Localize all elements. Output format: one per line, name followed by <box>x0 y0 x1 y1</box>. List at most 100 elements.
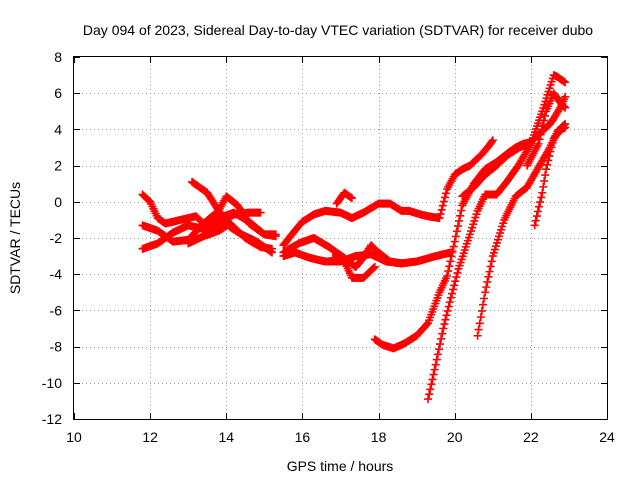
data-point <box>449 285 458 294</box>
y-tick-label: -12 <box>42 411 62 427</box>
x-tick-label: 22 <box>523 429 539 445</box>
data-point <box>397 259 406 268</box>
plot-frame <box>73 56 608 420</box>
data-point <box>449 242 458 251</box>
series-arc-9 <box>328 253 379 282</box>
data-point <box>538 188 547 197</box>
y-tick-label: -8 <box>50 339 63 355</box>
data-point <box>428 375 437 384</box>
y-tick-label: -4 <box>50 266 63 282</box>
grid <box>74 57 607 419</box>
data-point <box>439 324 448 333</box>
y-tick-label: 0 <box>54 194 62 210</box>
y-tick-label: 8 <box>54 49 62 65</box>
data-point <box>453 268 462 277</box>
data-point <box>426 385 435 394</box>
x-tick-label: 14 <box>218 429 234 445</box>
data-point <box>451 232 460 241</box>
data-point <box>477 306 486 315</box>
data-point <box>440 320 449 329</box>
data-point <box>271 230 280 239</box>
data-point <box>538 121 547 130</box>
y-axis-title: SDTVAR / TECUs <box>7 182 23 294</box>
data-point <box>539 116 548 125</box>
data-point <box>256 208 265 217</box>
data-point <box>443 306 452 315</box>
series-arc-10 <box>332 188 356 208</box>
data-point <box>438 329 447 338</box>
data-point <box>267 248 276 257</box>
data-point <box>450 281 459 290</box>
data-point <box>478 300 487 309</box>
data-point <box>446 257 455 266</box>
data-point <box>537 125 546 134</box>
data-point <box>484 272 493 281</box>
data-point <box>453 222 462 231</box>
data-point <box>436 340 445 349</box>
x-tick-label: 20 <box>447 429 463 445</box>
data-point <box>476 313 485 322</box>
data-point <box>523 139 532 148</box>
data-point <box>485 267 494 276</box>
data-point <box>560 102 569 111</box>
data-point <box>456 211 465 220</box>
data-point <box>433 350 442 359</box>
data-point <box>482 283 491 292</box>
data-point <box>446 293 455 302</box>
data-point <box>532 212 541 221</box>
data-point <box>483 277 492 286</box>
y-tick-label: 6 <box>54 85 62 101</box>
data-point <box>441 315 450 324</box>
series-arc-14 <box>473 119 570 340</box>
data-point <box>442 189 451 198</box>
data-point <box>440 193 449 202</box>
x-axis-title: GPS time / hours <box>287 458 394 474</box>
data-point <box>561 78 570 87</box>
data-point <box>541 171 550 180</box>
data-point <box>540 176 549 185</box>
series-arc-3 <box>138 192 280 246</box>
data-point <box>530 221 539 230</box>
series-arc-15 <box>530 123 570 230</box>
data-point <box>444 267 453 276</box>
data-point <box>370 262 379 271</box>
data-point <box>481 288 490 297</box>
data-point <box>424 395 433 404</box>
data-point <box>548 138 557 147</box>
data-point <box>436 209 445 218</box>
y-tick-label: 4 <box>54 121 62 137</box>
data-point <box>452 273 461 282</box>
x-tick-label: 24 <box>599 429 615 445</box>
data-point <box>432 355 441 364</box>
data-point <box>369 263 378 272</box>
data-point <box>475 319 484 328</box>
x-tick-label: 12 <box>142 429 158 445</box>
x-tick-label: 10 <box>66 429 82 445</box>
series-arc-12 <box>424 71 570 404</box>
data-point <box>429 370 438 379</box>
data-point <box>439 197 448 206</box>
series-arc-13 <box>405 136 497 223</box>
data-point <box>427 380 436 389</box>
data-point <box>451 277 460 286</box>
data-point <box>539 182 548 191</box>
data-point <box>455 216 464 225</box>
data-point <box>561 92 570 101</box>
data-point <box>445 298 454 307</box>
x-tick-label: 16 <box>295 429 311 445</box>
data-point <box>445 262 454 271</box>
data-point <box>444 302 453 311</box>
data-point <box>480 294 489 303</box>
y-tick-label: -2 <box>50 230 63 246</box>
data-point <box>535 202 544 211</box>
data-point <box>438 201 447 210</box>
data-point <box>437 205 446 214</box>
data-point <box>437 334 446 343</box>
data-point <box>434 345 443 354</box>
data-point <box>452 227 461 236</box>
chart-title: Day 094 of 2023, Sidereal Day-to-day VTE… <box>83 22 593 38</box>
data-point <box>561 123 570 132</box>
series-arc-5 <box>188 177 276 257</box>
data-point <box>536 198 545 207</box>
